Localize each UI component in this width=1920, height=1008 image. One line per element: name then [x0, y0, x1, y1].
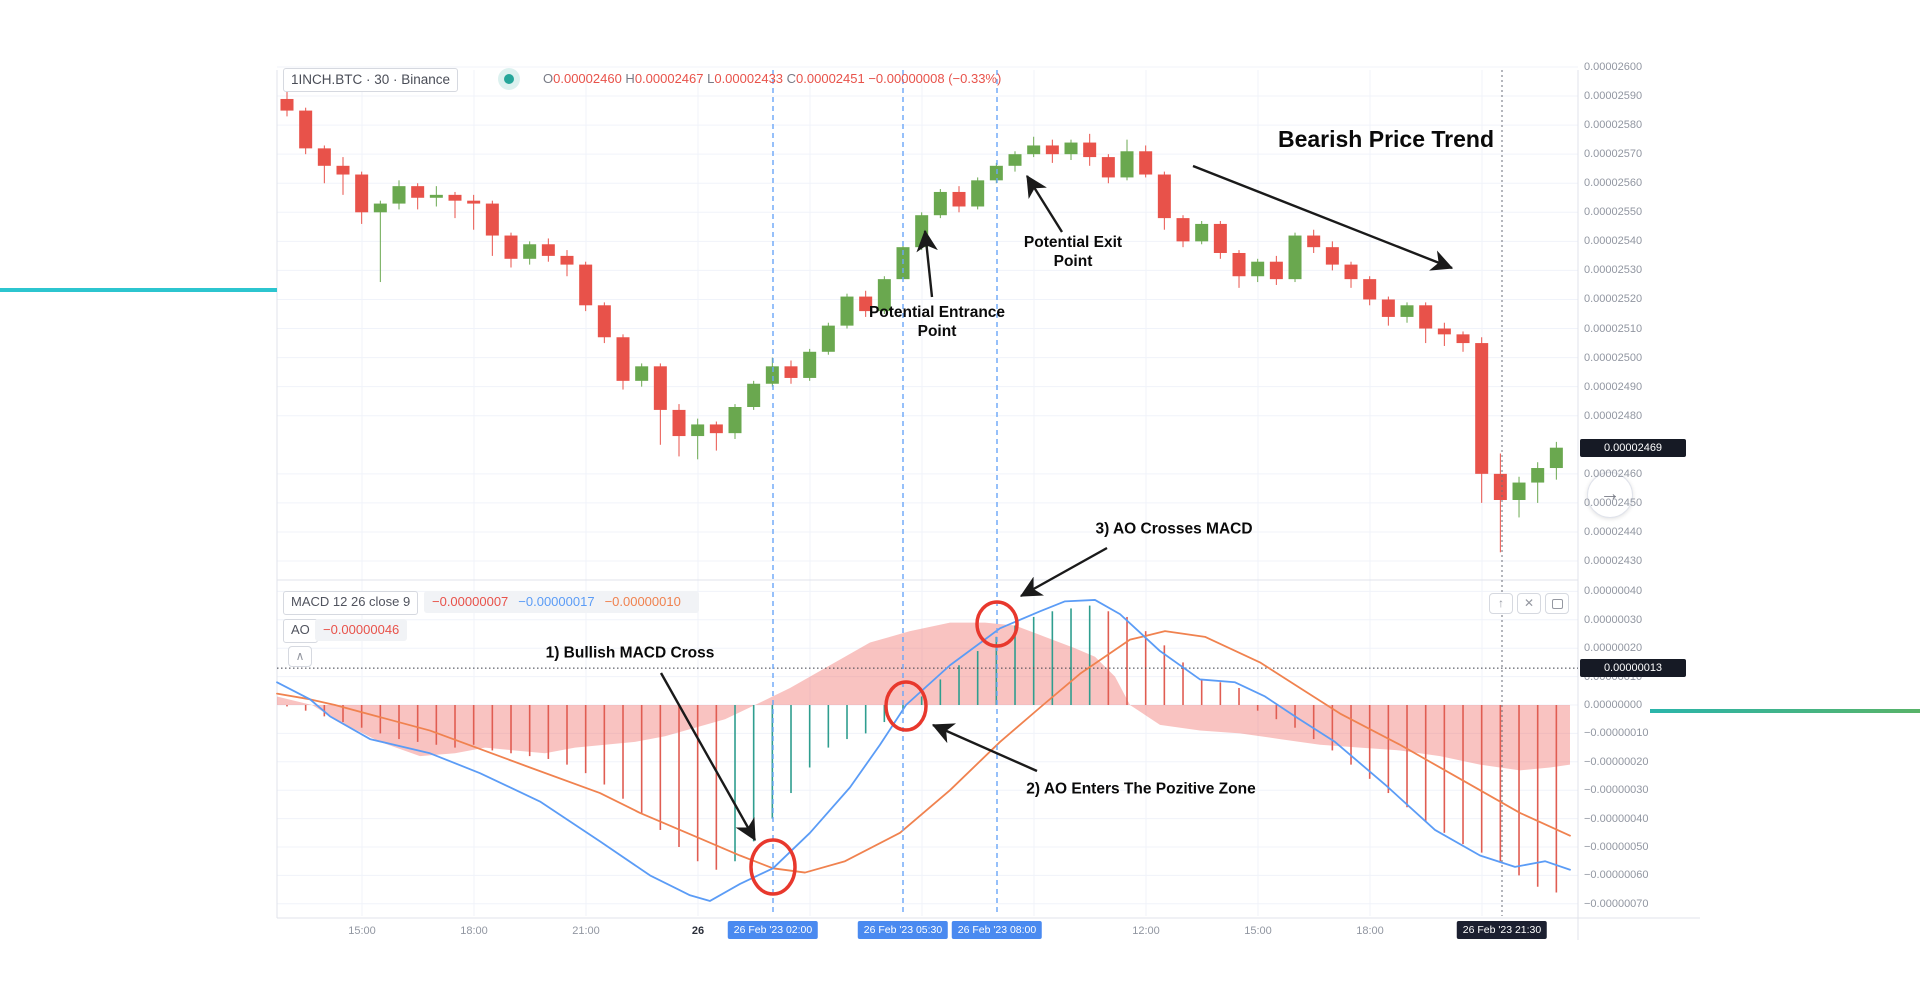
price-axis-label: 0.00002490 [1584, 380, 1643, 393]
macd-axis-label: −0.00000060 [1584, 869, 1649, 882]
annotation-bearish-trend: Bearish Price Trend [1277, 125, 1495, 152]
macd-pane-collapse-button[interactable]: ∧ [288, 646, 312, 667]
highlight-circle [749, 838, 797, 896]
macd-pane-controls: ↑ ✕ [1489, 593, 1569, 614]
time-axis-tag: 26 Feb '23 21:30 [1456, 921, 1548, 939]
price-axis-label: 0.00002430 [1584, 555, 1643, 568]
macd-value: −0.00000007 [432, 594, 509, 609]
pane-move-up-button[interactable]: ↑ [1489, 593, 1513, 614]
decorative-left-line [0, 288, 277, 292]
price-axis-label: 0.00002440 [1584, 525, 1643, 538]
macd-value: −0.00000010 [604, 594, 681, 609]
ohlc-change: −0.00000008 (−0.33%) [868, 71, 1002, 86]
symbol-status-dot-icon[interactable] [498, 68, 520, 90]
annotation-arrow [1025, 174, 1064, 233]
annotation-potential-exit: Potential Exit Point [1023, 234, 1123, 270]
annotation-ao-enters-positive: 2) AO Enters The Pozitive Zone [1026, 780, 1256, 798]
ao-legend-value: −0.00000046 [315, 619, 408, 641]
symbol-legend[interactable]: 1INCH.BTC · 30 · Binance [283, 68, 459, 92]
ohlc-key: L [707, 71, 715, 86]
price-axis-label: 0.00002510 [1584, 322, 1643, 335]
price-axis-label: 0.00002560 [1584, 177, 1643, 190]
time-axis-label: 21:00 [572, 925, 600, 937]
ao-columns [286, 605, 1558, 893]
annotation-arrow [916, 229, 938, 298]
macd-axis-label: 0.00000030 [1584, 613, 1643, 626]
price-axis-label: 0.00002580 [1584, 119, 1643, 132]
time-axis-tag: 26 Feb '23 08:00 [951, 921, 1043, 939]
annotation-bullish-macd-cross: 1) Bullish MACD Cross [545, 644, 715, 662]
macd-axis-label: −0.00000030 [1584, 784, 1649, 797]
time-axis-label: 26 [691, 925, 705, 937]
macd-value: −0.00000017 [518, 594, 595, 609]
macd-axis-label: −0.00000070 [1584, 897, 1649, 910]
price-axis-label: 0.00002540 [1584, 235, 1643, 248]
macd-axis-label: 0.00000040 [1584, 585, 1643, 598]
annotation-arrow [931, 723, 1038, 773]
macd-axis-label: −0.00000050 [1584, 841, 1649, 853]
pane-close-button[interactable]: ✕ [1517, 593, 1541, 614]
annotation-arrow [659, 672, 757, 842]
time-axis-tag: 26 Feb '23 02:00 [727, 921, 819, 939]
annotation-potential-entrance: Potential Entrance Point [868, 304, 1006, 340]
price-axis-label: 0.00002530 [1584, 264, 1643, 277]
price-axis-label: 0.00002520 [1584, 293, 1643, 306]
macd-line [276, 599, 1571, 902]
ohlc-readout: O0.00002460 H0.00002467 L0.00002433 C0.0… [543, 68, 1001, 90]
price-axis-label: 0.00002480 [1584, 409, 1643, 422]
time-axis-label: 12:00 [1132, 925, 1160, 937]
macd-axis-label: −0.00000010 [1584, 727, 1649, 740]
price-axis-label: 0.00002450 [1584, 496, 1643, 509]
scroll-to-realtime-button[interactable]: → [1587, 472, 1633, 518]
highlight-circle [975, 600, 1019, 648]
macd-axis-label: 0.00000020 [1584, 642, 1643, 655]
candles [280, 90, 1563, 553]
price-axis-label: 0.00002600 [1584, 61, 1643, 73]
ohlc-key: O [543, 71, 554, 86]
ohlc-value: 0.00002451 [796, 71, 869, 86]
macd-signal-line [276, 630, 1571, 874]
annotation-arrow [1019, 546, 1108, 598]
price-axis-label: 0.00002570 [1584, 148, 1643, 161]
macd-axis-label: −0.00000040 [1584, 812, 1649, 825]
grid [277, 66, 1578, 916]
time-axis-label: 15:00 [1244, 925, 1272, 937]
last-price-tag: 0.00002469 [1580, 438, 1686, 457]
ohlc-value: 0.00002467 [634, 71, 708, 86]
annotation-ao-crosses-macd: 3) AO Crosses MACD [1095, 520, 1253, 538]
macd-level-tag: 0.00000013 [1580, 659, 1686, 678]
ohlc-key: H [625, 71, 635, 86]
price-axis-label: 0.00002460 [1584, 467, 1643, 480]
macd-axis-label: −0.00000020 [1584, 755, 1649, 768]
price-axis-label: 0.00002500 [1584, 351, 1643, 364]
macd-axis-label: 0.00000000 [1584, 699, 1643, 711]
macd-legend-title[interactable]: MACD 12 26 close 9 [283, 591, 419, 615]
pane-maximize-button[interactable] [1545, 593, 1569, 614]
price-axis-label: 0.00002590 [1584, 90, 1643, 103]
time-axis-tag: 26 Feb '23 05:30 [857, 921, 949, 939]
highlight-circle [884, 680, 928, 732]
price-axis-label: 0.00002550 [1584, 206, 1643, 219]
time-axis-label: 15:00 [348, 925, 376, 937]
ohlc-key: C [786, 71, 797, 86]
macd-legend-values: −0.00000007 −0.00000017 −0.00000010 [424, 591, 699, 613]
ohlc-value: 0.00002460 [553, 71, 626, 86]
ao-legend-title[interactable]: AO [283, 619, 318, 643]
annotation-arrow [1192, 164, 1454, 271]
ohlc-value: 0.00002433 [714, 71, 787, 86]
decorative-right-line [1650, 709, 1920, 713]
time-axis-label: 18:00 [460, 925, 488, 937]
time-axis-label: 18:00 [1356, 925, 1384, 937]
